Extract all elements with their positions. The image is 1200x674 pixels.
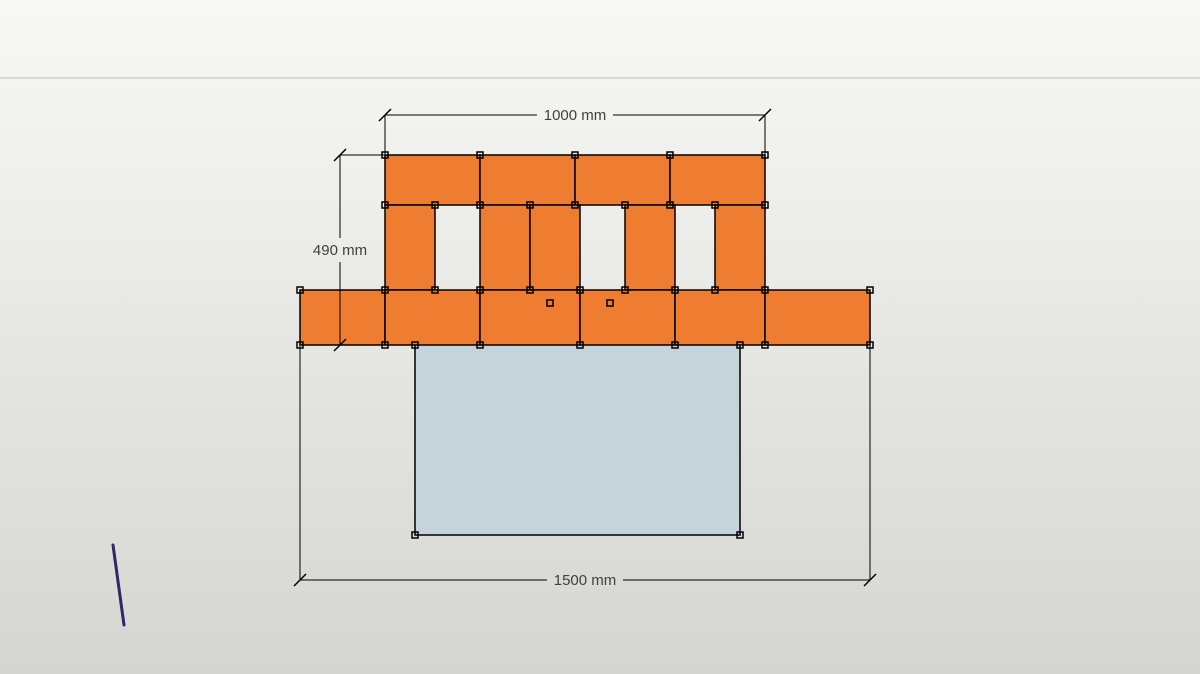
dimension-label: 490 mm bbox=[313, 242, 367, 259]
brick bbox=[385, 155, 480, 205]
brick bbox=[765, 290, 870, 345]
glass-panel bbox=[415, 330, 740, 535]
brick bbox=[715, 205, 765, 290]
brick bbox=[385, 205, 435, 290]
brick bbox=[300, 290, 385, 345]
brick bbox=[480, 155, 575, 205]
brick bbox=[530, 205, 580, 290]
cad-viewport[interactable]: 1000 mm 490 mm 1500 mm bbox=[0, 0, 1200, 674]
brick bbox=[480, 290, 580, 345]
dimension-label: 1500 mm bbox=[554, 572, 617, 589]
dimension-label: 1000 mm bbox=[544, 107, 607, 124]
brick bbox=[675, 290, 765, 345]
brick bbox=[670, 155, 765, 205]
brick bbox=[480, 205, 530, 290]
brick bbox=[575, 155, 670, 205]
brick bbox=[385, 290, 480, 345]
brick bbox=[580, 290, 675, 345]
brick bbox=[625, 205, 675, 290]
